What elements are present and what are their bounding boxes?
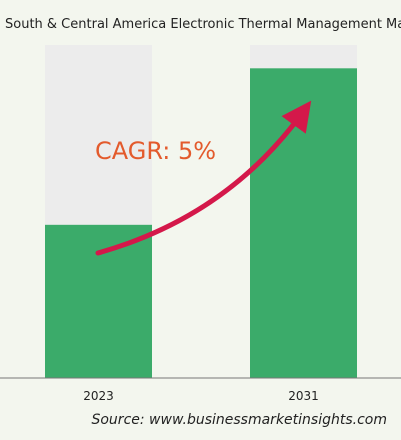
x-tick-label-2031: 2031 [288, 389, 319, 403]
chart-title: South & Central America Electronic Therm… [5, 17, 401, 32]
growth-arrow [95, 100, 312, 256]
bar-2023 [45, 224, 152, 378]
cagr-annotation: CAGR: 5% [95, 137, 216, 165]
source-note: Source: www.businessmarketinsights.com [91, 412, 387, 428]
x-tick-label-2023: 2023 [83, 389, 114, 403]
